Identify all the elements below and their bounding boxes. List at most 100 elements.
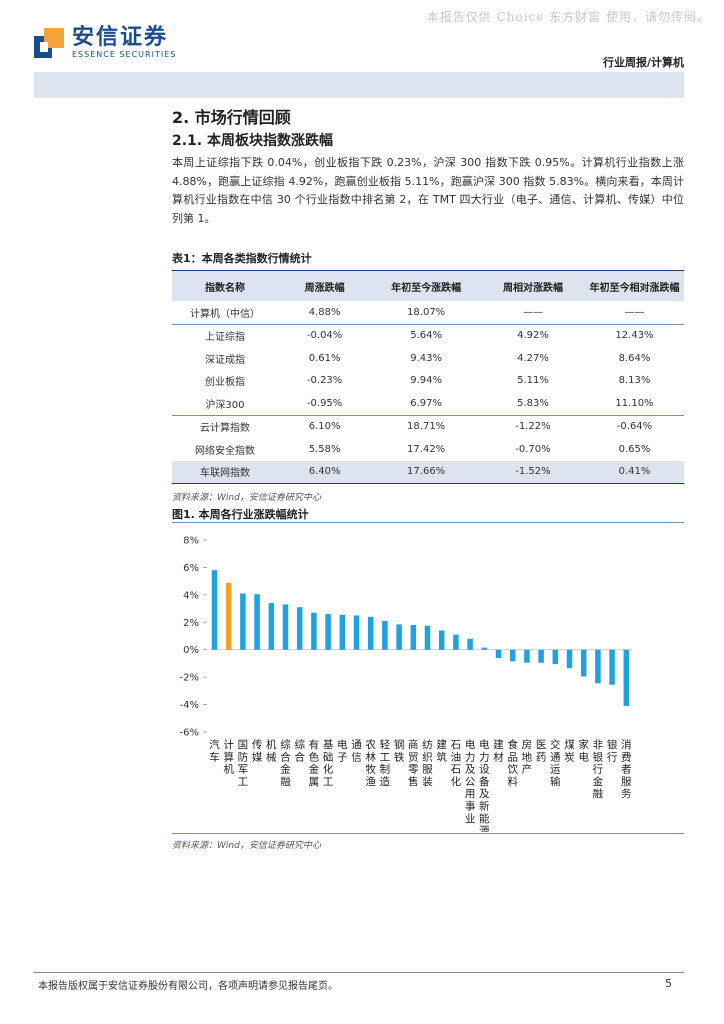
y-tick-label: 2% (183, 618, 199, 629)
y-tick-label: 6% (183, 563, 199, 574)
table-cell: 6.97% (371, 392, 481, 416)
subsection-heading: 2.1. 本周板块指数涨跌幅 (172, 133, 333, 149)
bar-11 (367, 616, 374, 650)
bar-26 (580, 649, 587, 677)
table-cell: 18.07% (371, 301, 481, 325)
category-label: 传媒 (252, 739, 263, 763)
bar-22 (524, 649, 530, 663)
table-cell: -1.52% (480, 460, 585, 484)
bar-12 (382, 620, 388, 650)
category-label: 石油石化 (451, 739, 462, 788)
table-source: 资料来源：Wind，安信证券研究中心 (172, 493, 321, 503)
table-cell: 创业板指 (204, 377, 245, 389)
bar-27 (595, 649, 601, 684)
table-header-cell: 周相对涨跌幅 (480, 270, 585, 301)
table-row: 网络安全指数 5.58% 17.42% -0.70% 0.65% (172, 438, 684, 461)
bar-9 (339, 614, 346, 650)
bar-10 (353, 615, 360, 650)
table-cell: 0.41% (585, 460, 684, 484)
bar-2 (240, 593, 246, 650)
category-label: 交通运输 (550, 738, 561, 788)
category-label: 国防军工 (238, 739, 249, 788)
bar-4 (268, 603, 275, 650)
bar-16 (438, 630, 445, 650)
logo-mark-icon (34, 27, 64, 58)
bar-19 (481, 647, 488, 650)
report-type: 行业周报/计算机 (602, 56, 684, 69)
table-cell: 沪深300 (172, 392, 278, 416)
table-header-cell: 年初至今涨跌幅 (371, 270, 481, 301)
table-row: 沪深300 -0.95% 6.97% 5.83% 11.10% (172, 392, 684, 416)
page-number: 5 (665, 977, 672, 990)
table-header-cell: 年初至今相对涨跌幅 (585, 270, 684, 301)
category-label: 非银行金融 (593, 739, 604, 800)
table-row: 云计算指数 6.10% 18.71% -1.22% -0.64% (172, 415, 684, 438)
table-header-cell: 周涨跌幅 (277, 270, 372, 301)
category-label: 通信 (351, 739, 362, 763)
bar-15 (424, 625, 431, 650)
category-label: 电力设备及新能源 (479, 738, 490, 832)
table-cell: 9.94% (410, 375, 443, 387)
bar-21 (509, 649, 516, 662)
summary-paragraph: 本周上证综指下跌 0.04%，创业板指下跌 0.23%，沪深 300 指数下跌 … (172, 156, 684, 225)
category-label: 基础化工 (323, 738, 334, 788)
category-label: 机械 (266, 738, 277, 763)
y-tick-label: 0% (183, 645, 199, 656)
category-label: 商贸零售 (408, 738, 419, 788)
table-cell: 5.11% (517, 375, 549, 387)
category-label: 电子 (337, 738, 348, 763)
category-label: 食品饮料 (507, 738, 518, 788)
footer-disclaimer: 本报告版权属于安信证券股份有限公司，各项声明请参见报告尾页。 (38, 981, 338, 992)
table-cell: 车联网指数 (172, 460, 278, 484)
table-cell: 4.92% (517, 330, 549, 342)
category-label: 综合 (294, 738, 305, 763)
category-label: 汽车 (209, 738, 220, 763)
table-cell: 5.58% (308, 443, 341, 455)
table-cell: 18.71% (407, 421, 446, 433)
table-cell: 17.42% (407, 443, 446, 455)
bar-23 (538, 649, 544, 663)
bar-1 (225, 582, 232, 650)
table-cell: 深证成指 (204, 354, 245, 366)
bar-3 (254, 594, 260, 650)
table-row: 创业板指 -0.23% 9.94% 5.11% 8.13% (172, 370, 684, 393)
header-band (34, 72, 684, 98)
table-cell: 6.40% (277, 460, 372, 484)
bar-6 (296, 607, 303, 650)
table-cell: -0.04% (306, 330, 343, 342)
table-cell: 8.64% (618, 352, 651, 364)
category-label: 银行 (607, 738, 618, 763)
category-label: 纺织服装 (422, 738, 433, 788)
bar-24 (552, 649, 559, 665)
category-label: 家电 (578, 738, 589, 763)
category-label: 煤炭 (564, 738, 575, 763)
table-cell: 12.43% (615, 330, 654, 342)
table-cell: 5.83% (480, 392, 585, 416)
table-cell: 17.66% (371, 460, 481, 484)
table-cell: -1.22% (515, 421, 551, 433)
bar-17 (453, 634, 459, 650)
table-cell: 计算机（中信） (172, 301, 278, 325)
category-label: 建筑 (436, 738, 447, 763)
table-cell: -0.95% (277, 392, 372, 416)
category-label: 医药 (536, 739, 547, 763)
main-content: 2. 市场行情回顾 2.1. 本周板块指数涨跌幅 本周上证综指下跌 0.04%，… (172, 98, 684, 503)
bar-5 (282, 604, 289, 650)
bar-18 (467, 638, 473, 650)
table-cell: 9.43% (410, 352, 443, 364)
watermark: 本报告仅供 Choice 东方财富 使用，请勿传阅。 (426, 10, 710, 24)
table-row: 深证成指 0.61% 9.43% 4.27% 8.64% (172, 347, 684, 370)
category-label: 综合金融 (280, 738, 291, 788)
figure-divider-bottom (172, 833, 684, 834)
table-cell: 云计算指数 (199, 423, 250, 435)
company-logo: 安信证券 ESSENCE SECURITIES (34, 26, 176, 59)
logo-name-cn: 安信证券 (72, 25, 169, 50)
table-row: 车联网指数 6.40% 17.66% -1.52% 0.41% (172, 460, 684, 484)
table-cell: 上证综指 (204, 332, 245, 344)
category-label: 农林牧渔 (365, 738, 376, 788)
category-label: 建材 (493, 738, 504, 763)
table-title: 表1：本周各类指数行情统计 (172, 252, 312, 265)
logo-name-en: ESSENCE SECURITIES (72, 50, 177, 59)
bar-29 (623, 649, 630, 706)
table-cell: -0.70% (515, 443, 551, 455)
